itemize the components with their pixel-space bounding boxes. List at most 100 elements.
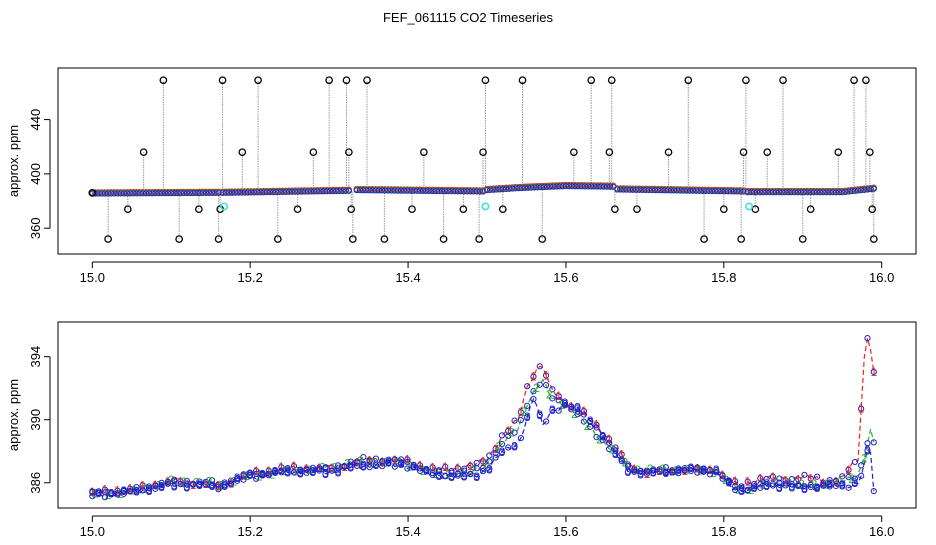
baseline-point-3 xyxy=(490,186,497,193)
series-point-2 xyxy=(826,483,833,490)
series-label-2: 2 xyxy=(432,467,439,481)
series-label-3: 3 xyxy=(108,487,115,501)
baseline-point-3 xyxy=(858,187,865,194)
baseline-point-3 xyxy=(683,187,690,194)
series-point-3 xyxy=(234,474,241,482)
series-point-2 xyxy=(669,467,676,474)
series-label-2: 2 xyxy=(760,478,767,492)
outlier-point xyxy=(518,76,527,85)
baseline-point-3 xyxy=(120,190,127,197)
series-label-3: 3 xyxy=(272,464,279,478)
series-label-3: 3 xyxy=(158,480,165,494)
series-label-3: 3 xyxy=(120,484,127,498)
baseline-point-3 xyxy=(388,187,395,194)
baseline-point-3 xyxy=(639,186,646,194)
series-point-2 xyxy=(498,440,506,448)
series-point-2 xyxy=(555,397,562,404)
baseline-point-3 xyxy=(353,187,360,194)
baseline-point-3 xyxy=(161,190,169,197)
baseline-point-3 xyxy=(499,186,506,193)
series-point-3 xyxy=(303,466,310,474)
baseline-point-3 xyxy=(575,183,582,190)
series-point-3 xyxy=(297,470,304,477)
series-label-2: 2 xyxy=(206,475,213,489)
baseline-point-3 xyxy=(496,186,503,193)
baseline-point-3 xyxy=(607,183,614,190)
baseline-point-3 xyxy=(276,188,283,196)
baseline-point-3 xyxy=(791,189,798,196)
baseline-point-3 xyxy=(461,188,468,195)
outlier-point xyxy=(633,205,641,214)
baseline-point-3 xyxy=(506,185,513,192)
series-point-1 xyxy=(750,480,758,488)
series-label-2: 2 xyxy=(105,488,112,502)
series-point-2 xyxy=(738,484,745,492)
series-label-2: 2 xyxy=(647,462,654,476)
series-point-2 xyxy=(517,416,524,424)
series-label-1: 1 xyxy=(845,463,852,477)
top-baseline-series xyxy=(89,181,877,197)
baseline-point-3 xyxy=(298,188,305,195)
series-label-3: 3 xyxy=(801,482,808,496)
outlier-point xyxy=(607,76,616,85)
baseline-point-3 xyxy=(730,188,738,195)
series-label-3: 3 xyxy=(637,467,644,481)
baseline-point-3 xyxy=(432,187,439,195)
baseline-point-3 xyxy=(314,188,321,195)
series-label-3: 3 xyxy=(436,469,443,483)
series-point-1 xyxy=(593,421,600,428)
series-point-3 xyxy=(202,481,209,488)
baseline-point-3 xyxy=(528,184,535,191)
outlier-point xyxy=(798,235,807,243)
series-label-3: 3 xyxy=(385,456,392,470)
series-label-1: 1 xyxy=(732,474,739,488)
series-point-3 xyxy=(416,467,424,475)
baseline-point-3 xyxy=(285,188,292,195)
baseline-point-3 xyxy=(763,189,770,196)
top-x-tick-label: 15.4 xyxy=(395,270,420,285)
baseline-point-3 xyxy=(760,189,767,196)
series-point-3 xyxy=(385,459,392,466)
series-point-1 xyxy=(700,465,707,472)
series-label-1: 1 xyxy=(530,370,537,384)
series-point-1 xyxy=(253,467,260,475)
series-point-1 xyxy=(114,487,121,494)
baseline-point-3 xyxy=(235,189,242,196)
outlier-point xyxy=(273,235,282,243)
series-point-2 xyxy=(732,483,739,490)
series-point-3 xyxy=(454,470,461,478)
baseline-point-3 xyxy=(747,189,754,196)
baseline-point-3 xyxy=(228,189,236,196)
series-point-1 xyxy=(864,335,871,342)
series-point-1 xyxy=(467,462,474,469)
baseline-point-3 xyxy=(372,187,379,194)
baseline-point-3 xyxy=(464,188,471,195)
baseline-point-3 xyxy=(556,183,563,190)
series-point-3 xyxy=(858,472,865,479)
baseline-point-3 xyxy=(168,190,175,197)
baseline-point-3 xyxy=(375,187,382,194)
series-point-2 xyxy=(486,458,493,465)
baseline-point-3 xyxy=(183,189,191,197)
series-point-3 xyxy=(379,463,386,470)
baseline-point-3 xyxy=(101,190,109,197)
outlier-point xyxy=(737,235,746,243)
series-point-1 xyxy=(776,475,783,482)
series-point-3 xyxy=(813,484,821,492)
baseline-point-3 xyxy=(677,187,684,194)
series-point-3 xyxy=(687,464,695,472)
series-label-1: 1 xyxy=(303,462,310,476)
series-label-2: 2 xyxy=(659,462,666,476)
series-label-3: 3 xyxy=(171,479,178,493)
series-point-2 xyxy=(322,465,329,472)
outlier-point xyxy=(605,148,614,157)
outlier-point xyxy=(862,76,870,85)
baseline-point-3 xyxy=(766,189,773,196)
series-label-2: 2 xyxy=(609,443,616,457)
baseline-point-3 xyxy=(559,183,566,190)
outlier-point xyxy=(479,148,487,157)
baseline-point-3 xyxy=(667,187,675,194)
series-point-2 xyxy=(637,468,644,475)
series-label-3: 3 xyxy=(259,467,266,481)
